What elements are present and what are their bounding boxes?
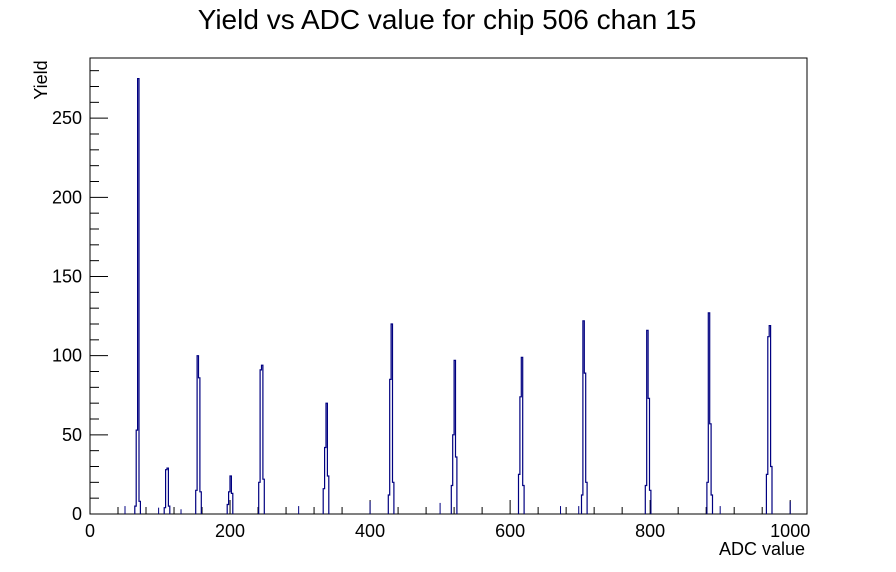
- histogram-peak: [258, 364, 265, 514]
- y-tick-label: 200: [52, 187, 82, 207]
- histogram-peak: [387, 323, 395, 514]
- chart-title: Yield vs ADC value for chip 506 chan 15: [198, 4, 697, 35]
- x-tick-label: 800: [635, 521, 665, 541]
- histogram-peak: [706, 312, 714, 514]
- histogram-peak: [765, 325, 773, 514]
- x-tick-label: 200: [215, 521, 245, 541]
- y-tick-label: 150: [52, 267, 82, 287]
- histogram-peak: [226, 475, 234, 514]
- histogram-peak: [134, 78, 141, 514]
- y-axis-label: Yield: [31, 60, 51, 99]
- x-tick-label: 1000: [770, 521, 810, 541]
- histogram-peak: [450, 359, 458, 514]
- histogram-peak: [163, 467, 171, 514]
- y-tick-label: 250: [52, 108, 82, 128]
- x-tick-label: 0: [85, 521, 95, 541]
- histogram-peak: [580, 320, 588, 514]
- axes-group: 0 50 100 150 200 250 0 200 400 600 800 1000: [52, 70, 810, 541]
- x-axis-label: ADC value: [719, 539, 805, 559]
- x-tick-label: 400: [355, 521, 385, 541]
- histogram-peak: [517, 356, 525, 514]
- y-tick-label: 0: [72, 504, 82, 524]
- histogram-peak: [322, 402, 330, 514]
- histogram-bars: [124, 78, 791, 514]
- histogram-peak: [195, 355, 202, 514]
- plot-frame: [89, 57, 808, 515]
- y-tick-label: 100: [52, 346, 82, 366]
- x-tick-label: 600: [495, 521, 525, 541]
- y-tick-label: 50: [62, 425, 82, 445]
- histogram-peak: [644, 329, 652, 514]
